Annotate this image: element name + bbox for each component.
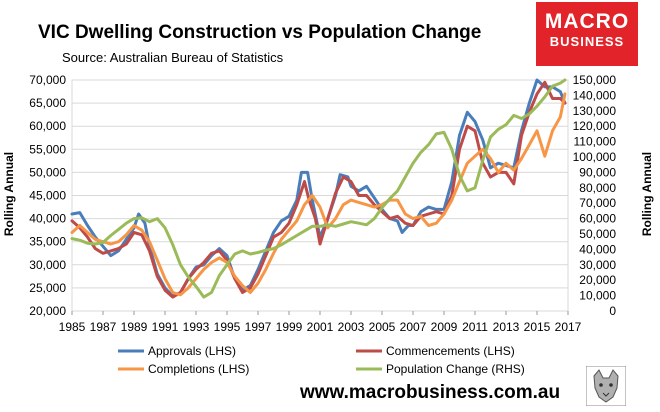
y-tick-label: 45,000 xyxy=(29,189,66,203)
x-tick-label: 2009 xyxy=(431,320,458,334)
x-tick-label: 2013 xyxy=(493,320,520,334)
legend-label: Approvals (LHS) xyxy=(148,344,236,358)
y2-tick-label: 140,000 xyxy=(573,88,617,102)
y-axis-left: 70,000 65,000 60,000 55,000 50,000 45,000 40,0… xyxy=(29,73,66,318)
x-tick-label: 2001 xyxy=(307,320,334,334)
x-tick-label: 1987 xyxy=(90,320,117,334)
legend-label: Population Change (RHS) xyxy=(386,362,525,376)
x-tick-label: 1989 xyxy=(121,320,148,334)
chart-title: VIC Dwelling Construction vs Population … xyxy=(38,22,482,43)
y2-tick-label: 70,000 xyxy=(579,196,616,210)
y-tick-label: 30,000 xyxy=(29,258,66,272)
legend-label: Commencements (LHS) xyxy=(386,344,515,358)
y2-tick-label: 40,000 xyxy=(579,242,616,256)
legend: Approvals (LHS) Commencements (LHS) Comple… xyxy=(118,344,525,376)
wolf-logo xyxy=(586,366,626,406)
logo-line-1: MACRO xyxy=(544,10,630,33)
x-tick-label: 2003 xyxy=(338,320,365,334)
y2-tick-label: 90,000 xyxy=(579,165,616,179)
series-line-1 xyxy=(70,80,567,299)
x-tick-label: 1993 xyxy=(183,320,210,334)
y-tick-label: 50,000 xyxy=(29,165,66,179)
x-tick-label: 2007 xyxy=(400,320,427,334)
series-line-3 xyxy=(70,78,567,299)
x-tick-label: 2015 xyxy=(524,320,551,334)
y2-tick-label: 50,000 xyxy=(579,227,616,241)
y2-tick-label: 80,000 xyxy=(579,181,616,195)
y2-tick-label: 130,000 xyxy=(573,104,617,118)
plot-area xyxy=(71,79,569,312)
logo-line-2: BUSINESS xyxy=(549,34,625,49)
y2-tick-label: 30,000 xyxy=(579,258,616,272)
y2-tick-label: 10,000 xyxy=(579,289,616,303)
y-tick-label: 20,000 xyxy=(29,304,66,318)
y-tick-label: 25,000 xyxy=(29,281,66,295)
y2-tick-label: 120,000 xyxy=(573,119,617,133)
y2-tick-label: 110,000 xyxy=(574,135,617,149)
macrobusiness-logo: MACRO BUSINESS xyxy=(536,2,638,66)
y2-tick-label: 0 xyxy=(609,304,616,318)
y2-tick-label: 150,000 xyxy=(573,73,617,87)
y2-tick-label: 60,000 xyxy=(579,212,616,226)
y-tick-label: 35,000 xyxy=(29,235,66,249)
x-tick-label: 1991 xyxy=(152,320,179,334)
y-axis-title-left: Rolling Annual xyxy=(2,152,16,236)
website-url: www.macrobusiness.com.au xyxy=(300,382,561,403)
y2-tick-label: 100,000 xyxy=(573,150,617,164)
y-tick-label: 55,000 xyxy=(29,142,66,156)
x-tick-label: 2017 xyxy=(555,320,582,334)
legend-label: Completions (LHS) xyxy=(148,362,249,376)
x-tick-label: 1999 xyxy=(276,320,303,334)
x-tick-label: 2011 xyxy=(462,320,488,334)
x-tick-label: 2005 xyxy=(369,320,396,334)
x-tick-label: 1995 xyxy=(214,320,241,334)
chart-source: Source: Australian Bureau of Statistics xyxy=(62,50,284,65)
y2-tick-label: 20,000 xyxy=(579,273,616,287)
x-tick-label: 1985 xyxy=(59,320,86,334)
y-tick-label: 70,000 xyxy=(29,73,66,87)
y-tick-label: 65,000 xyxy=(29,96,66,110)
series-lines xyxy=(70,78,567,299)
x-tick-label: 1997 xyxy=(245,320,272,334)
y-axis-title-right: Rolling Annual xyxy=(640,152,654,236)
y-tick-label: 40,000 xyxy=(29,212,66,226)
x-axis: 1985 1987 1989 1991 1993 1995 1997 1999 2001 2003… xyxy=(59,311,582,334)
y-tick-label: 60,000 xyxy=(29,119,66,133)
